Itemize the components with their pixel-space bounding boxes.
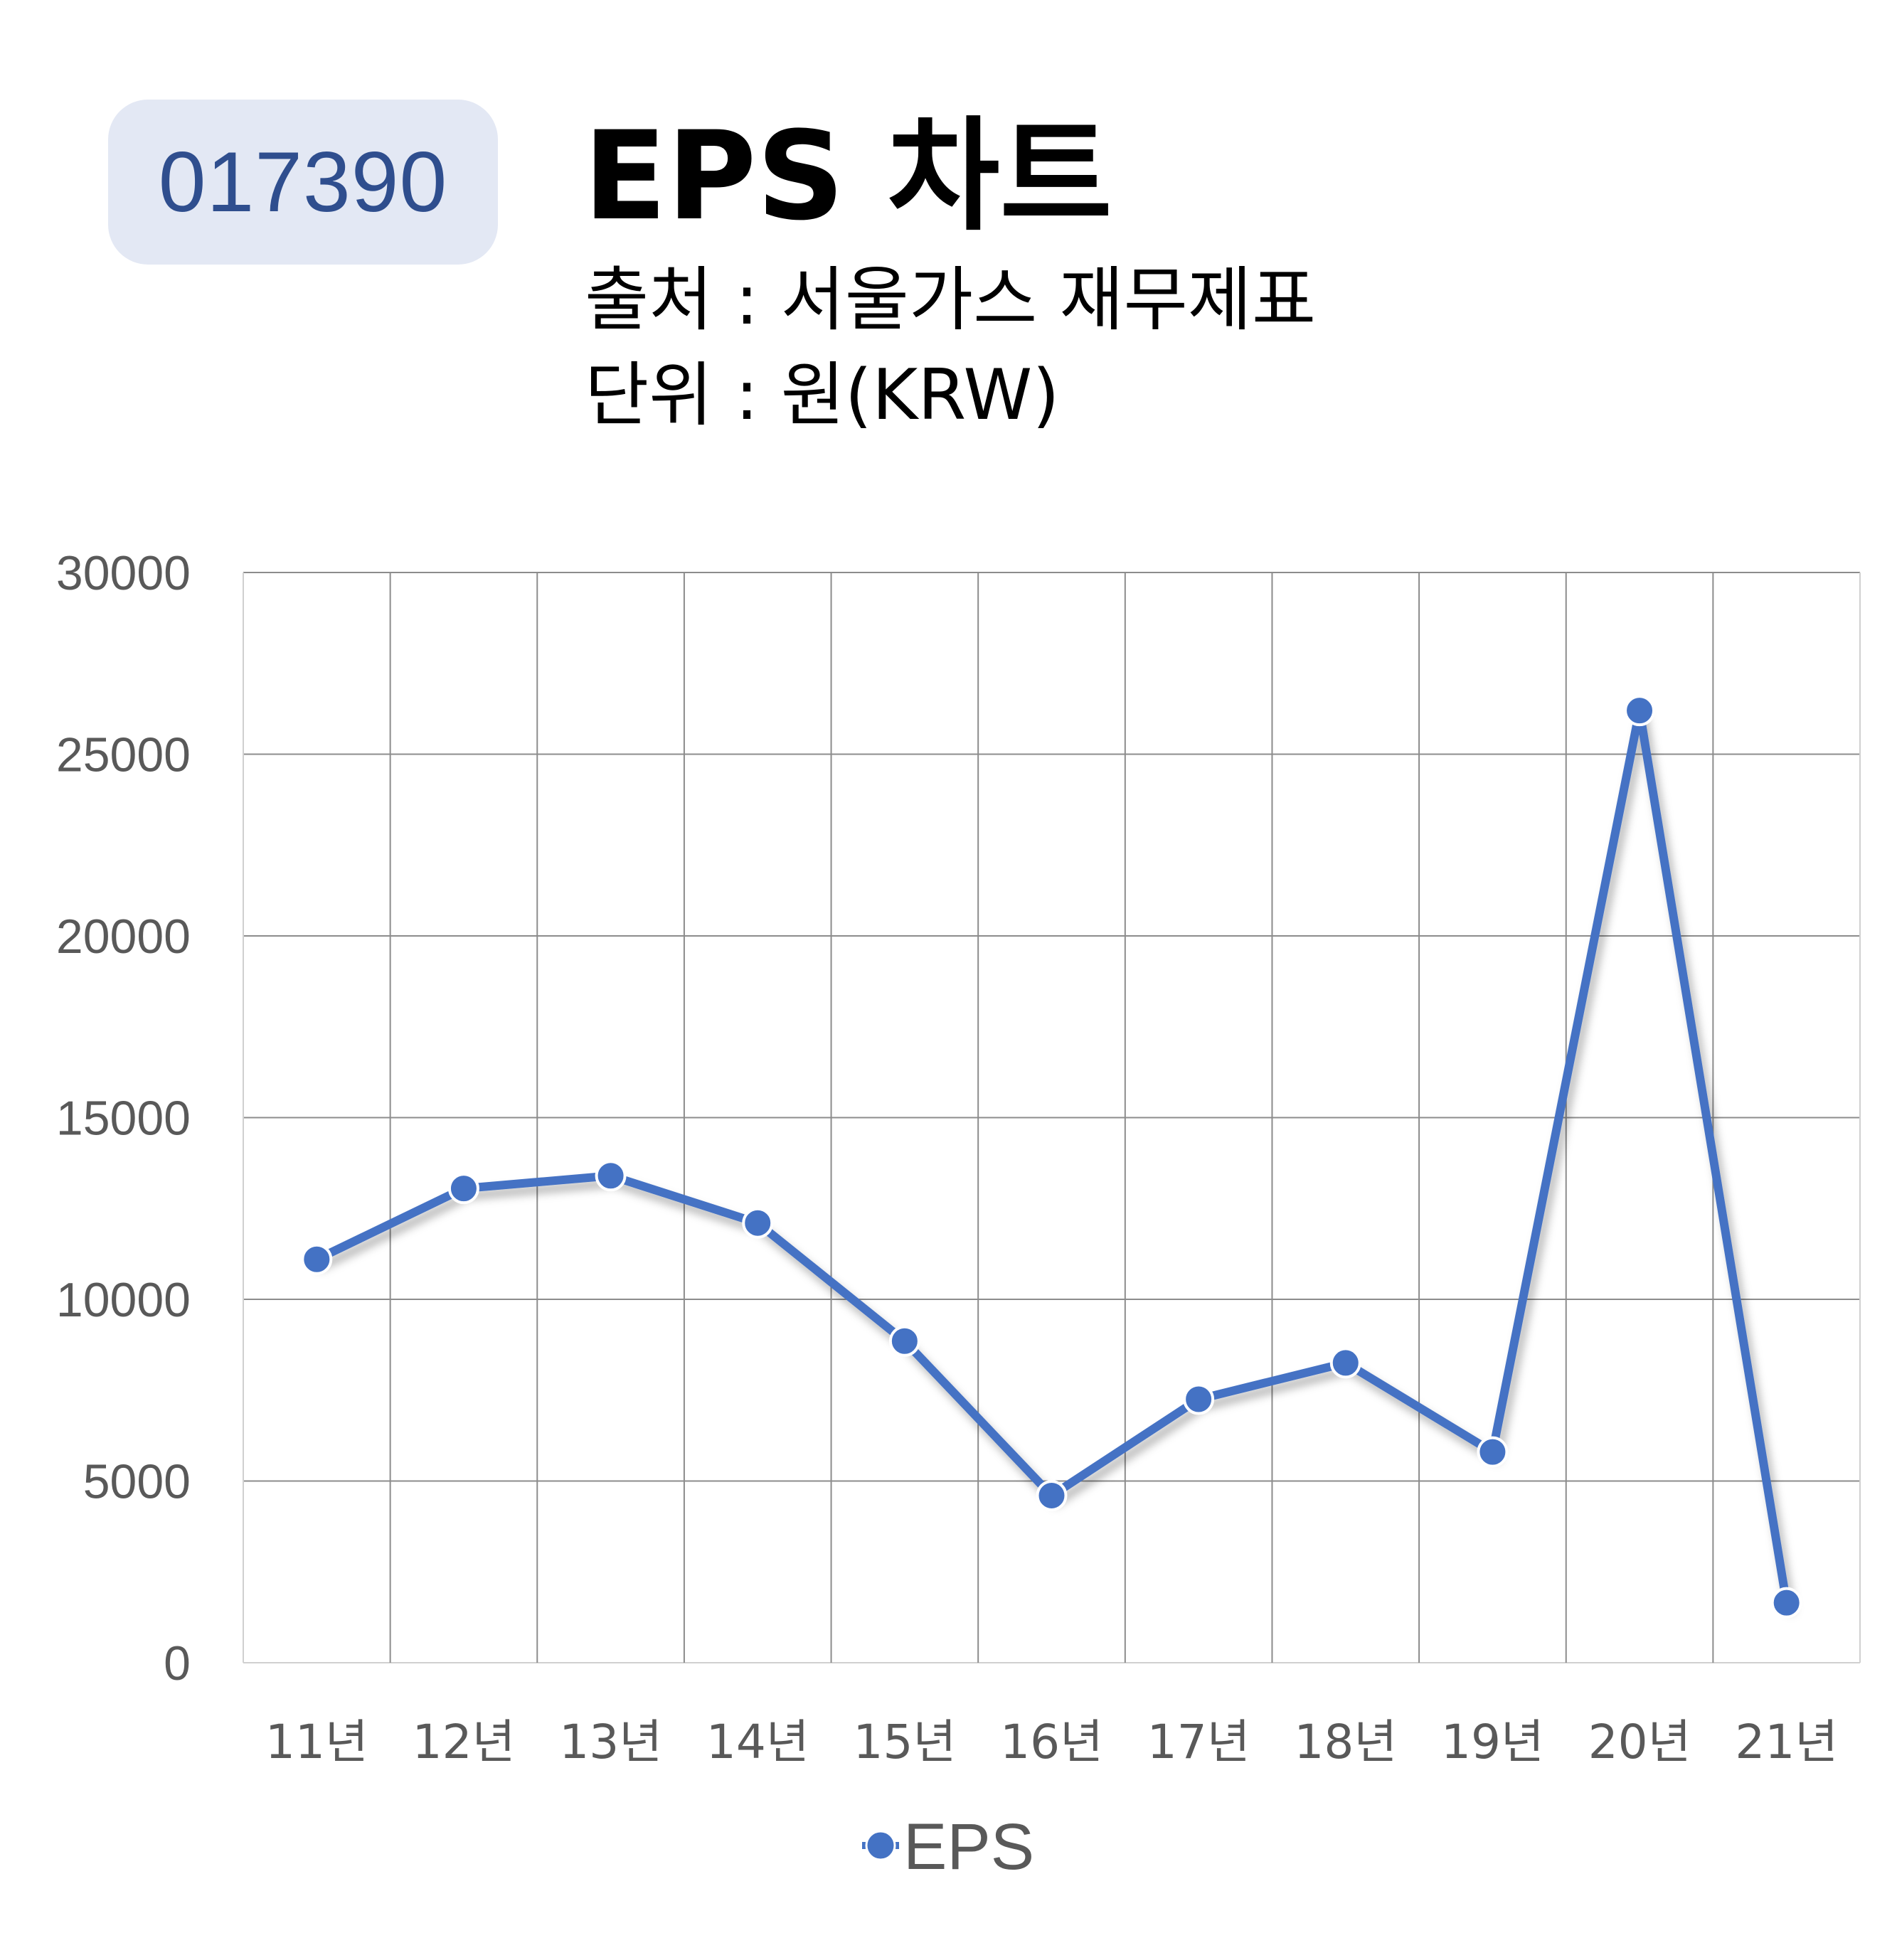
- y-tick-label: 20000: [56, 910, 191, 964]
- source-line: 출처 : 서울가스 재무제표: [585, 260, 1317, 341]
- x-tick-label: 13년: [559, 1715, 662, 1769]
- eps-data-point: [1770, 1587, 1802, 1619]
- eps-data-point: [447, 1173, 479, 1205]
- x-axis-tick-labels: 11년 12년 13년 14년 15년 16년 17년 18년 19년 20년 21년: [265, 1715, 1838, 1769]
- eps-data-point: [1329, 1347, 1361, 1379]
- x-tick-label: 15년: [854, 1715, 957, 1769]
- x-tick-label: 20년: [1588, 1715, 1691, 1769]
- y-tick-label: 25000: [56, 728, 191, 782]
- eps-data-point: [888, 1325, 920, 1357]
- unit-line: 단위 : 원(KRW): [585, 355, 1060, 436]
- y-tick-label: 0: [164, 1636, 191, 1690]
- stock-code-badge: 017390: [108, 100, 498, 265]
- legend-label-eps: EPS: [903, 1811, 1034, 1883]
- eps-data-point: [1183, 1383, 1215, 1415]
- eps-data-point: [1624, 695, 1656, 727]
- x-tick-label: 19년: [1441, 1715, 1544, 1769]
- x-tick-label: 14년: [706, 1715, 809, 1769]
- y-tick-label: 15000: [56, 1092, 191, 1146]
- series-eps: [301, 695, 1802, 1619]
- eps-data-point: [742, 1207, 774, 1239]
- y-tick-label: 30000: [56, 546, 191, 600]
- eps-data-point: [301, 1243, 333, 1275]
- legend: EPS: [862, 1811, 1034, 1883]
- eps-data-point: [595, 1160, 627, 1192]
- stock-code: 017390: [158, 134, 448, 230]
- y-tick-label: 10000: [56, 1273, 191, 1327]
- eps-data-point: [1036, 1479, 1068, 1511]
- x-tick-label: 18년: [1294, 1715, 1397, 1769]
- y-axis-tick-labels: 0 5000 10000 15000 20000 25000 30000: [56, 546, 191, 1690]
- x-tick-label: 11년: [265, 1715, 368, 1769]
- x-tick-label: 12년: [413, 1715, 516, 1769]
- x-tick-label: 17년: [1147, 1715, 1250, 1769]
- legend-marker-swatch: [865, 1830, 896, 1861]
- y-tick-label: 5000: [83, 1455, 191, 1509]
- chart-title: EPS 차트: [583, 105, 1112, 247]
- eps-data-point: [1477, 1436, 1509, 1468]
- x-tick-label: 21년: [1735, 1715, 1838, 1769]
- x-tick-label: 16년: [1000, 1715, 1103, 1769]
